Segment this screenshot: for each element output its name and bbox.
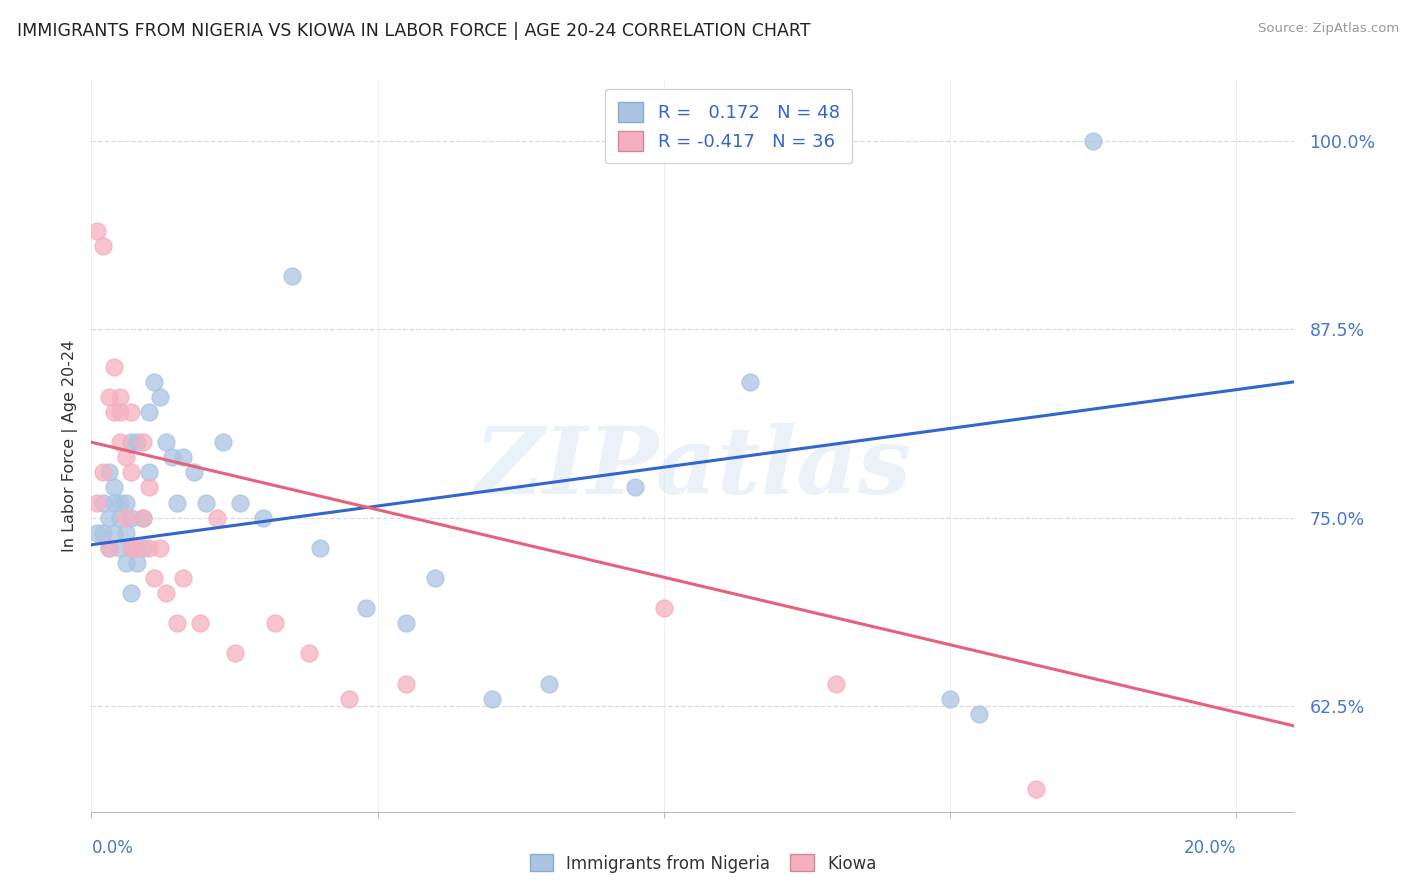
Text: 20.0%: 20.0% (1184, 838, 1236, 857)
Point (127, 541, 149, 555)
Point (138, 466, 160, 480)
Text: IMMIGRANTS FROM NIGERIA VS KIOWA IN LABOR FORCE | AGE 20-24 CORRELATION CHART: IMMIGRANTS FROM NIGERIA VS KIOWA IN LABO… (17, 22, 810, 40)
Point (121, 466, 143, 480)
Point (108, 541, 131, 555)
Point (127, 435, 149, 450)
Point (281, 269, 304, 284)
Point (939, 691, 962, 706)
Point (108, 390, 131, 404)
Point (1025, 782, 1047, 797)
Point (1081, 134, 1104, 148)
Point (252, 510, 274, 524)
Point (121, 541, 143, 555)
Point (103, 480, 125, 494)
Point (298, 646, 321, 660)
Point (337, 691, 360, 706)
Point (160, 450, 183, 465)
Point (91, 239, 114, 253)
Point (108, 405, 131, 419)
Point (127, 556, 149, 570)
Point (624, 480, 647, 494)
Point (183, 466, 205, 480)
Point (229, 495, 252, 509)
Point (86, 525, 108, 540)
Y-axis label: In Labor Force | Age 20-24: In Labor Force | Age 20-24 (62, 340, 77, 552)
Text: Source: ZipAtlas.com: Source: ZipAtlas.com (1258, 22, 1399, 36)
Point (149, 390, 172, 404)
Point (824, 676, 846, 690)
Point (188, 616, 211, 631)
Point (538, 676, 561, 690)
Point (263, 616, 285, 631)
Point (354, 601, 377, 615)
Point (114, 495, 136, 509)
Point (103, 405, 125, 419)
Point (108, 495, 131, 509)
Point (652, 601, 675, 615)
Point (166, 495, 188, 509)
Point (108, 435, 131, 450)
Point (155, 435, 177, 450)
Point (194, 495, 217, 509)
Point (114, 525, 136, 540)
Point (395, 616, 418, 631)
Point (143, 375, 166, 389)
Point (103, 495, 125, 509)
Point (738, 375, 761, 389)
Point (138, 480, 160, 494)
Point (86, 495, 108, 509)
Point (91, 466, 114, 480)
Point (132, 541, 155, 555)
Point (108, 510, 131, 524)
Point (121, 541, 143, 555)
Point (224, 646, 246, 660)
Point (121, 405, 143, 419)
Point (121, 435, 143, 450)
Text: 0.0%: 0.0% (91, 838, 134, 857)
Point (138, 541, 160, 555)
Point (114, 510, 136, 524)
Point (172, 571, 194, 585)
Point (91, 495, 114, 509)
Legend: Immigrants from Nigeria, Kiowa: Immigrants from Nigeria, Kiowa (523, 847, 883, 880)
Point (143, 571, 166, 585)
Point (97, 466, 120, 480)
Point (103, 525, 125, 540)
Point (207, 510, 229, 524)
Point (166, 616, 188, 631)
Point (97, 541, 120, 555)
Point (114, 556, 136, 570)
Point (155, 586, 177, 600)
Point (967, 706, 990, 721)
Point (423, 571, 446, 585)
Point (121, 586, 143, 600)
Point (121, 510, 143, 524)
Point (132, 510, 155, 524)
Point (132, 510, 155, 524)
Point (97, 390, 120, 404)
Point (172, 450, 194, 465)
Point (91, 525, 114, 540)
Point (481, 691, 503, 706)
Point (114, 450, 136, 465)
Point (309, 541, 332, 555)
Point (149, 541, 172, 555)
Point (86, 224, 108, 238)
Point (97, 510, 120, 524)
Point (97, 541, 120, 555)
Text: ZIPatlas: ZIPatlas (474, 423, 911, 513)
Point (212, 435, 235, 450)
Point (395, 676, 418, 690)
Point (103, 359, 125, 374)
Legend: R =   0.172   N = 48, R = -0.417   N = 36: R = 0.172 N = 48, R = -0.417 N = 36 (606, 89, 852, 163)
Point (138, 405, 160, 419)
Point (132, 435, 155, 450)
